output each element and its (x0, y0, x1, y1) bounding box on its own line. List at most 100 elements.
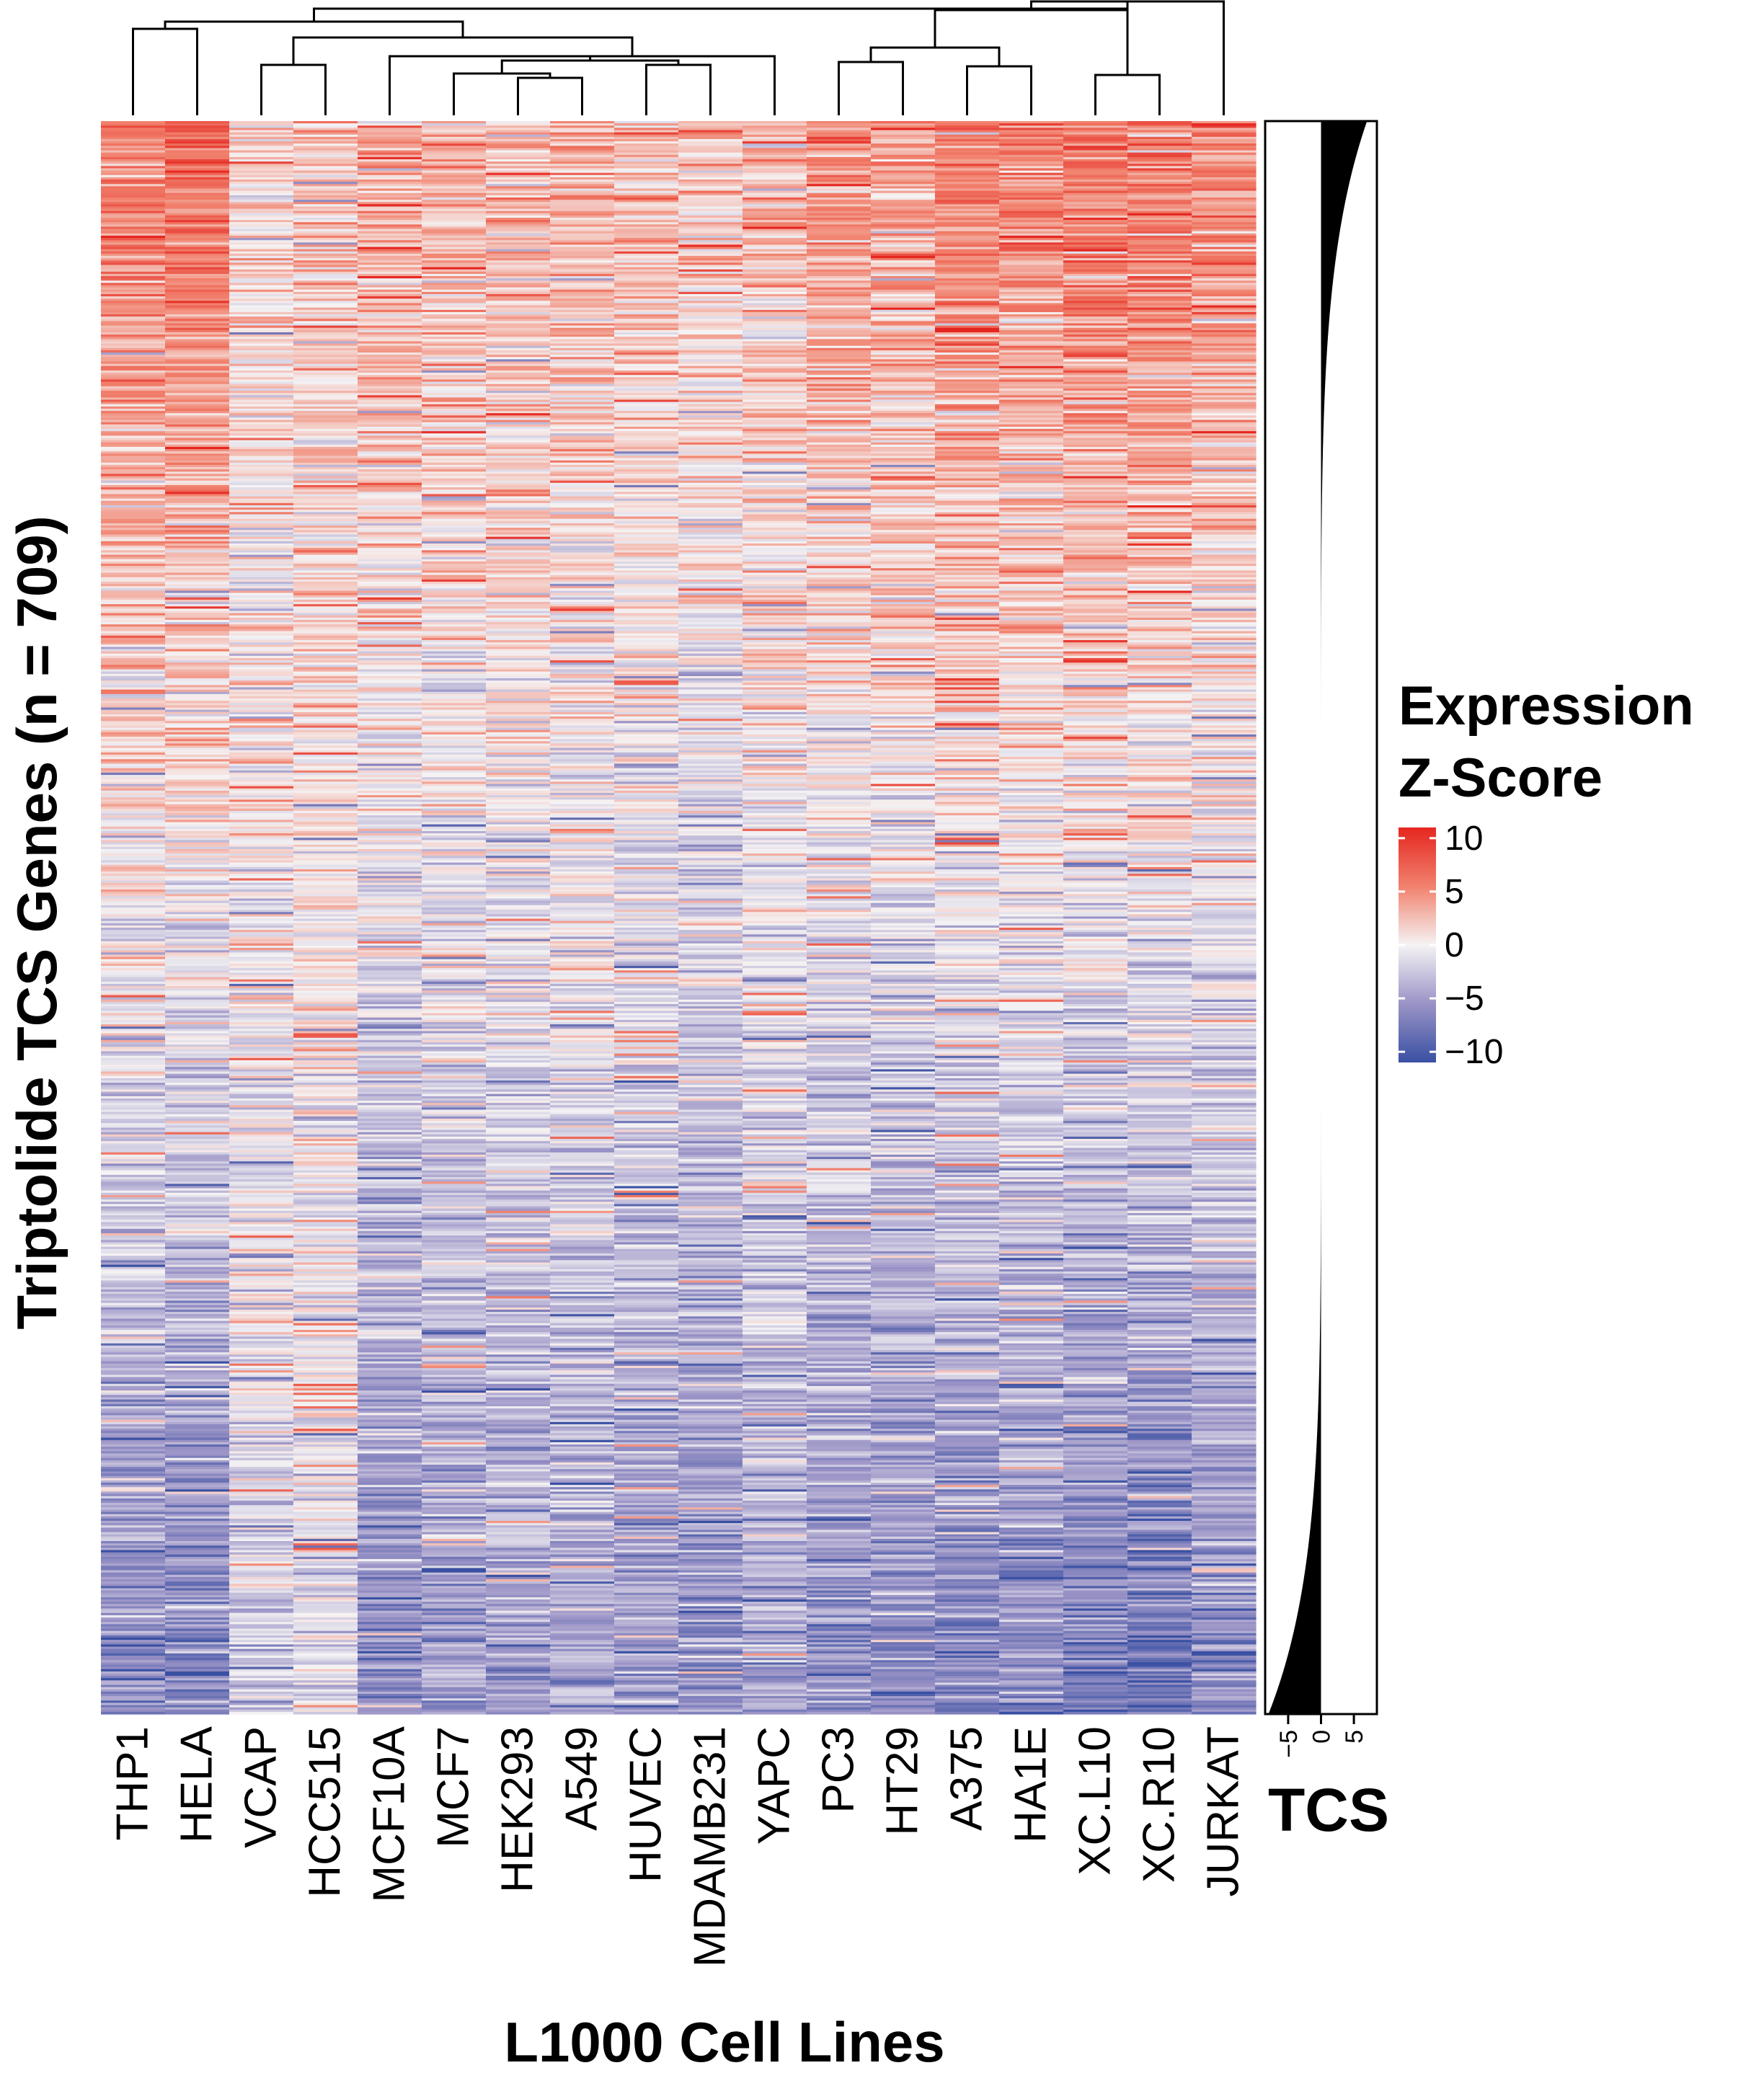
heatmap-cell (101, 1509, 166, 1513)
heatmap-cell (229, 1563, 294, 1566)
heatmap-cell (293, 1630, 358, 1634)
heatmap-cell (165, 896, 230, 900)
heatmap-cell (486, 1129, 551, 1133)
heatmap-cell (165, 1159, 230, 1162)
heatmap-cell (101, 675, 166, 679)
heatmap-cell (165, 496, 230, 500)
heatmap-cell (358, 995, 422, 998)
heatmap-cell (101, 592, 166, 596)
heatmap-cell (486, 1170, 551, 1173)
heatmap-cell (101, 1031, 166, 1034)
heatmap-cell (101, 781, 166, 785)
heatmap-cell (229, 373, 294, 376)
heatmap-cell (358, 251, 422, 254)
heatmap-cell (165, 1381, 230, 1385)
heatmap-cell (293, 184, 358, 187)
heatmap-cell (486, 1465, 551, 1468)
heatmap-cell (229, 1568, 294, 1571)
heatmap-cell (358, 977, 422, 980)
heatmap-cell (422, 1666, 487, 1670)
heatmap-cell (101, 1044, 166, 1047)
heatmap-cell (293, 574, 358, 578)
heatmap-cell (293, 577, 358, 580)
heatmap-cell (165, 1350, 230, 1353)
heatmap-cell (101, 784, 166, 787)
heatmap-cell (358, 943, 422, 946)
heatmap-cell (229, 1545, 294, 1548)
heatmap-cell (229, 1462, 294, 1465)
heatmap-cell (422, 570, 487, 574)
heatmap-cell (293, 170, 358, 174)
heatmap-cell (165, 1336, 230, 1340)
heatmap-cell (293, 1284, 358, 1288)
heatmap-cell (101, 365, 166, 369)
heatmap-cell (486, 1357, 551, 1360)
heatmap-cell (422, 226, 487, 230)
heatmap-cell (229, 986, 294, 989)
heatmap-cell (229, 963, 294, 967)
heatmap-cell (165, 484, 230, 488)
heatmap-cell (229, 1148, 294, 1151)
heatmap-cell (165, 500, 230, 504)
heatmap-cell (422, 975, 487, 978)
heatmap-cell (165, 1554, 230, 1558)
heatmap-cell (293, 552, 358, 556)
heatmap-cell (101, 1485, 166, 1488)
heatmap-cell (422, 1395, 487, 1398)
heatmap-cell (165, 520, 230, 524)
heatmap-cell (165, 786, 230, 789)
heatmap-cell (358, 156, 422, 160)
heatmap-cell (165, 134, 230, 138)
heatmap-cell (358, 693, 422, 697)
heatmap-cell (422, 444, 487, 448)
heatmap-cell (422, 1480, 487, 1483)
heatmap-cell (293, 806, 358, 809)
heatmap-cell (486, 1379, 551, 1382)
heatmap-cell (165, 1141, 230, 1144)
heatmap-cell (101, 1083, 166, 1086)
heatmap-cell (229, 294, 294, 297)
heatmap-cell (358, 325, 422, 329)
heatmap-cell (165, 657, 230, 661)
heatmap-cell (229, 826, 294, 830)
heatmap-cell (229, 456, 294, 459)
heatmap-cell (165, 1576, 230, 1580)
heatmap-cell (422, 1019, 487, 1023)
heatmap-cell (422, 319, 487, 322)
heatmap-cell (293, 161, 358, 164)
heatmap-cell (165, 1503, 230, 1506)
heatmap-cell (422, 228, 487, 232)
heatmap-cell (422, 222, 487, 225)
heatmap-cell (101, 1617, 166, 1620)
heatmap-cell (422, 1258, 487, 1261)
heatmap-cell (101, 446, 166, 450)
heatmap-cell (229, 1460, 294, 1463)
heatmap-cell (165, 208, 230, 212)
heatmap-cell (422, 1244, 487, 1248)
heatmap-cell (229, 370, 294, 373)
heatmap-cell (293, 1093, 358, 1097)
heatmap-cell (486, 1390, 551, 1393)
heatmap-cell (358, 1417, 422, 1421)
heatmap-cell (229, 1655, 294, 1659)
heatmap-cell (229, 1680, 294, 1683)
heatmap-cell (550, 152, 615, 156)
heatmap-cell (486, 1282, 551, 1286)
heatmap-cell (358, 1190, 422, 1194)
heatmap-cell (422, 1253, 487, 1256)
heatmap-cell (486, 1047, 551, 1049)
heatmap-cell (229, 611, 294, 614)
heatmap-cell (165, 269, 230, 272)
heatmap-cell (165, 1662, 230, 1666)
heatmap-cell (422, 1604, 487, 1607)
heatmap-cell (229, 631, 294, 634)
heatmap-cell (293, 1525, 358, 1528)
heatmap-cell (101, 1370, 166, 1373)
heatmap-cell (422, 156, 487, 160)
heatmap-cell (422, 1594, 487, 1598)
heatmap-cell (101, 673, 166, 677)
heatmap-cell (486, 653, 551, 657)
heatmap-cell (229, 411, 294, 414)
heatmap-cell (229, 1258, 294, 1261)
heatmap-cell (229, 637, 294, 641)
